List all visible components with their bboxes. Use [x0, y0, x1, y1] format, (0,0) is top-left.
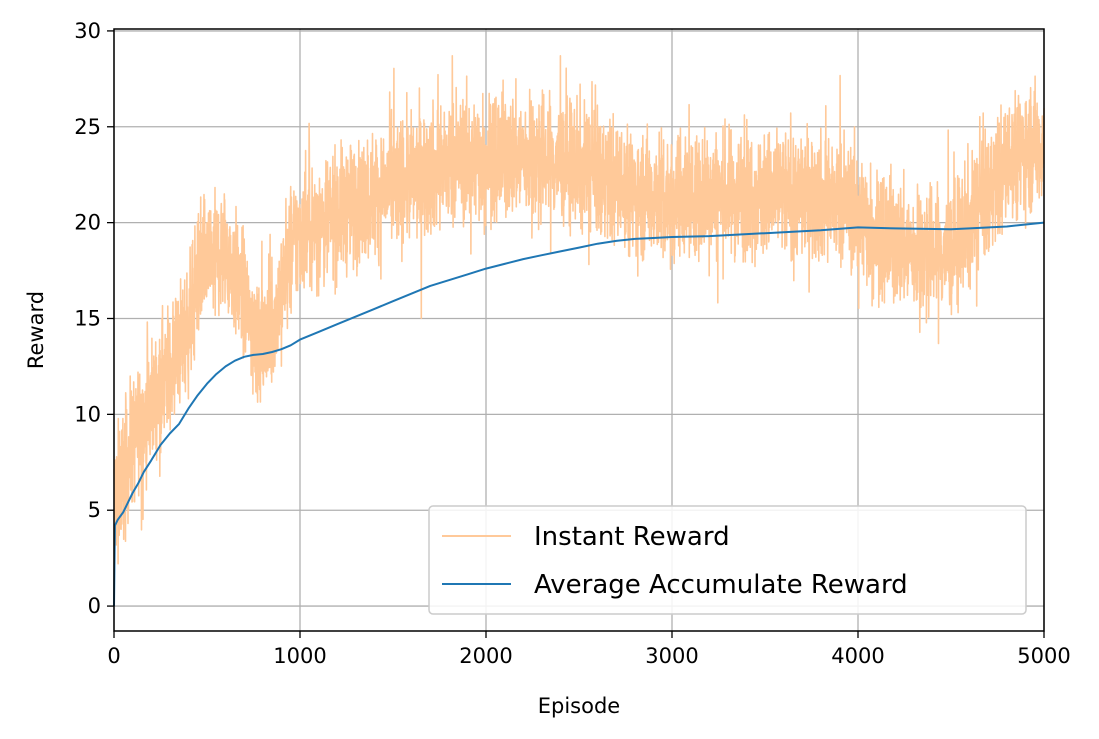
instant-reward-line: [113, 54, 1045, 565]
x-tick-label: 2000: [459, 644, 512, 668]
legend: Instant Reward Average Accumulate Reward: [428, 505, 1027, 615]
axis-ticks: 0 1000 2000 3000 4000 5000 0 5 10 15 20 25 30: [74, 19, 1070, 668]
y-tick-label: 10: [74, 402, 101, 426]
y-axis-label: Reward: [24, 291, 48, 369]
y-tick-label: 25: [74, 115, 101, 139]
y-tick-label: 20: [74, 211, 101, 235]
legend-box: [428, 505, 1027, 615]
legend-label-average-reward: Average Accumulate Reward: [534, 570, 908, 600]
x-tick-label: 1000: [273, 644, 326, 668]
x-axis-label: Episode: [538, 694, 620, 718]
x-tick-label: 0: [107, 644, 120, 668]
y-tick-label: 15: [74, 306, 101, 330]
y-tick-label: 30: [74, 19, 101, 43]
plot-frame: [113, 28, 1045, 632]
y-tick-label: 0: [88, 594, 101, 618]
average-reward-series: [113, 221, 1045, 607]
x-tick-label: 4000: [831, 644, 884, 668]
legend-label-instant-reward: Instant Reward: [534, 522, 730, 552]
average-reward-line: [113, 221, 1045, 607]
x-tick-label: 5000: [1017, 644, 1070, 668]
x-tick-label: 3000: [645, 644, 698, 668]
instant-reward-series: [113, 54, 1045, 565]
y-tick-label: 5: [88, 498, 101, 522]
